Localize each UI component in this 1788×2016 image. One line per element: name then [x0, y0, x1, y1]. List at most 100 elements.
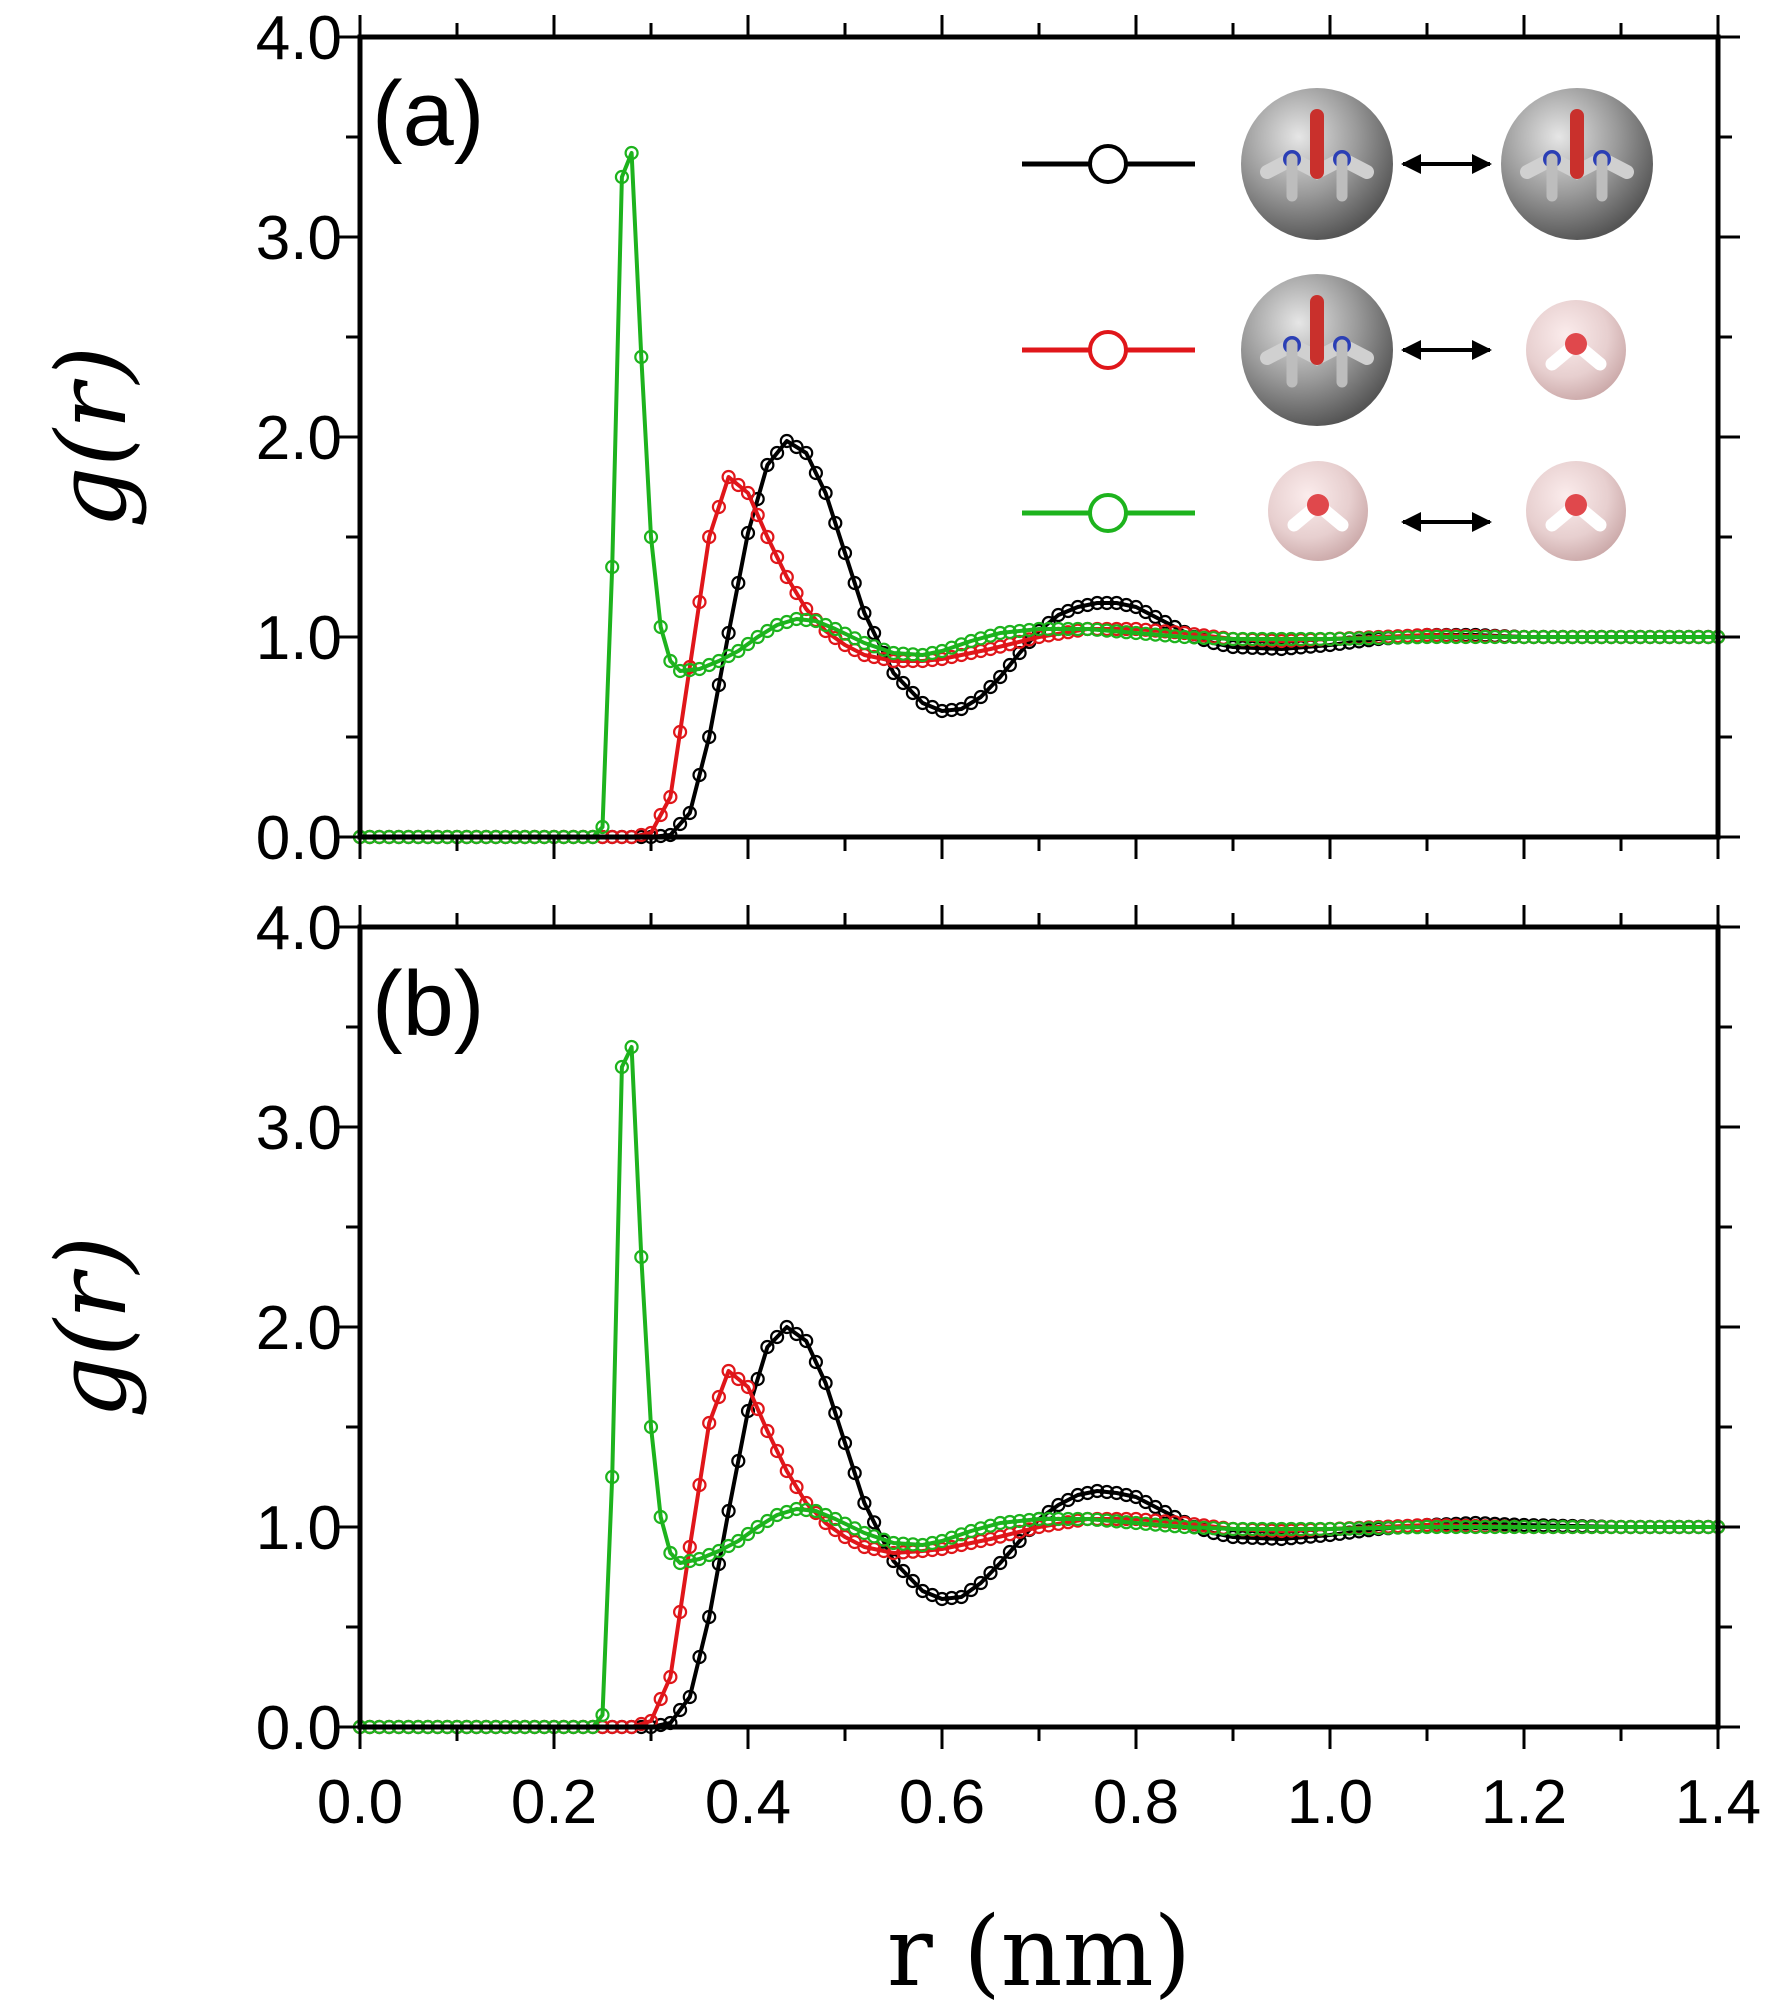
data-point-water-water	[1177, 1519, 1192, 1535]
data-point-urea-urea	[934, 1591, 950, 1607]
data-point-water-water	[731, 643, 746, 659]
data-point-water-water	[653, 1509, 668, 1525]
data-point-water-water	[1633, 629, 1648, 645]
data-point-water-water	[1099, 623, 1115, 638]
data-point-urea-urea	[1080, 1485, 1095, 1501]
data-point-urea-water	[1012, 1524, 1027, 1539]
data-point-urea-urea	[1002, 657, 1018, 673]
data-point-water-water	[1157, 1518, 1173, 1533]
data-point-water-water	[595, 819, 610, 835]
water-sphere-icon	[1268, 461, 1368, 561]
data-point-water-water	[624, 1039, 639, 1055]
data-point-water-water	[1526, 1519, 1541, 1535]
data-point-urea-urea	[818, 1375, 833, 1391]
data-point-water-water	[1187, 630, 1202, 645]
panel-b-ticks: 0.0 1.0 2.0 3.0 4.0 0.0 0.2 0.4 0.6 0.8 1.0 1.2 1.4	[256, 894, 1761, 1837]
data-point-water-water	[1041, 1511, 1056, 1527]
data-point-urea-urea	[1099, 595, 1115, 611]
panel-b: 0.01.02.03.04.00.0 0.2 0.4 0.6 0.8 1.0 1.2 1.4 …	[36, 894, 1761, 2008]
data-point-urea-urea	[828, 515, 843, 531]
data-point-urea-urea	[731, 1453, 746, 1469]
data-point-water-water	[1051, 1511, 1066, 1527]
data-point-water-water	[1439, 629, 1454, 645]
x-tick-label: 0.2	[511, 1768, 597, 1837]
panel-b-series	[352, 1039, 1726, 1735]
x-tick-label: 0.4	[705, 1768, 791, 1837]
data-point-water-water	[1691, 629, 1706, 645]
data-point-water-water	[1439, 1519, 1454, 1535]
series-line-urea-water	[360, 1369, 1718, 1729]
data-point-water-water	[634, 349, 649, 365]
x-tick-label: 1.4	[1675, 1768, 1761, 1837]
data-point-urea-urea	[721, 625, 736, 641]
data-point-water-water	[1119, 625, 1134, 640]
data-point-water-water	[1254, 1521, 1270, 1537]
x-tick-label: 1.2	[1481, 1768, 1567, 1837]
data-point-urea-urea	[963, 1582, 979, 1598]
data-point-water-water	[663, 653, 678, 669]
data-point-water-water	[1216, 631, 1231, 646]
data-point-urea-water	[993, 1529, 1008, 1544]
y-tick-label: 1.0	[256, 604, 342, 673]
legend-entry-urea-urea	[1022, 88, 1653, 240]
data-point-water-water	[1119, 1515, 1134, 1530]
data-point-urea-water	[1012, 634, 1027, 649]
data-point-water-water	[779, 614, 794, 630]
data-point-water-water	[1458, 1519, 1473, 1535]
data-point-water-water	[769, 1507, 785, 1523]
data-point-urea-water	[769, 1443, 785, 1459]
data-point-urea-urea	[934, 703, 950, 719]
panel-b-label: (b)	[372, 953, 484, 1055]
data-point-water-water	[973, 1521, 988, 1536]
data-point-water-water	[1701, 629, 1716, 645]
data-point-water-water	[1487, 1519, 1503, 1535]
data-point-urea-urea	[692, 767, 707, 783]
data-point-water-water	[1012, 1513, 1027, 1529]
data-point-water-water	[1090, 622, 1105, 637]
data-point-water-water	[915, 647, 930, 663]
y-tick-label: 4.0	[256, 894, 342, 963]
data-point-water-water	[1565, 629, 1580, 645]
data-point-water-water	[1274, 1521, 1289, 1537]
data-point-water-water	[1313, 631, 1328, 647]
data-point-water-water	[1235, 1521, 1250, 1537]
data-point-urea-water	[779, 1463, 794, 1479]
panel-a-series	[352, 145, 1726, 845]
data-point-urea-urea	[1070, 599, 1085, 615]
data-point-water-water	[1351, 1521, 1367, 1536]
data-point-water-water	[1206, 631, 1221, 646]
data-point-water-water	[1662, 629, 1677, 645]
data-point-urea-water	[653, 807, 668, 823]
data-point-water-water	[1410, 630, 1425, 645]
data-point-water-water	[1371, 1520, 1386, 1536]
data-point-water-water	[1031, 1511, 1047, 1527]
data-point-urea-urea	[818, 485, 833, 501]
data-point-urea-urea	[1080, 597, 1095, 613]
data-point-urea-urea	[973, 689, 988, 705]
data-point-water-water	[1187, 1520, 1202, 1535]
data-point-urea-water	[721, 469, 736, 485]
water-sphere-icon	[1526, 461, 1626, 561]
data-point-water-water	[1652, 1519, 1667, 1535]
legend-entry-urea-water	[1022, 274, 1626, 426]
data-point-water-water	[799, 1502, 814, 1518]
data-point-water-water	[1196, 630, 1212, 645]
data-point-urea-urea	[1090, 595, 1105, 611]
data-point-urea-water	[702, 529, 717, 545]
data-point-water-water	[1196, 1520, 1212, 1535]
x-tick-label: 1.0	[1287, 1768, 1373, 1837]
data-point-urea-urea	[1012, 1533, 1027, 1549]
data-point-water-water	[1128, 1515, 1144, 1531]
data-point-water-water	[1148, 627, 1163, 642]
data-point-urea-urea	[682, 1689, 697, 1705]
data-point-water-water	[1526, 629, 1541, 645]
water-sphere-icon	[1526, 300, 1626, 400]
data-point-water-water	[1584, 1519, 1600, 1535]
data-point-water-water	[1322, 631, 1338, 647]
data-point-urea-urea	[682, 805, 697, 821]
urea-sphere-icon	[1241, 88, 1393, 240]
data-point-water-water	[769, 617, 785, 633]
data-point-urea-water	[896, 1545, 911, 1560]
data-point-urea-urea	[769, 1329, 785, 1345]
y-tick-label: 0.0	[256, 804, 342, 873]
